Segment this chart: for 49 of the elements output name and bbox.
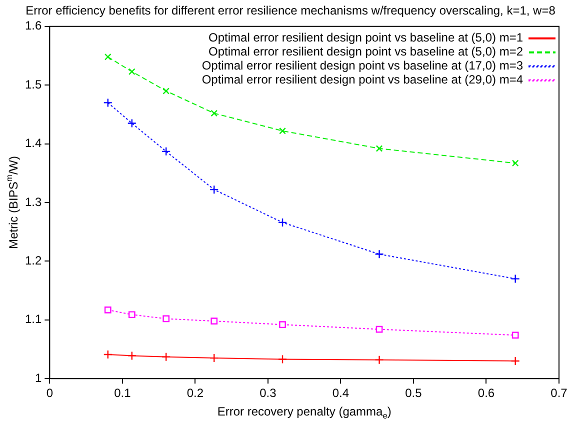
x-tick-label: 0.5 xyxy=(405,386,422,400)
point xyxy=(104,306,112,314)
x-tick-label: 0.4 xyxy=(332,386,350,400)
legend-label: Optimal error resilient design point vs baseline at (5,0) m=1 xyxy=(208,30,524,45)
point xyxy=(279,127,286,134)
y-tick-label: 1.3 xyxy=(24,194,42,209)
point xyxy=(210,110,218,117)
point xyxy=(127,118,136,128)
point xyxy=(104,53,112,60)
point xyxy=(510,356,520,366)
point xyxy=(512,332,519,339)
x-tick-label: 0.1 xyxy=(114,386,132,400)
y-tick-label: 1.4 xyxy=(24,136,42,150)
point xyxy=(210,184,219,194)
point xyxy=(162,88,170,94)
legend-label: Optimal error resilient design point vs baseline at (5,0) m=2 xyxy=(208,44,524,59)
x-tick-label: 0.7 xyxy=(550,386,568,400)
y-tick-label: 1.5 xyxy=(24,77,42,92)
point xyxy=(103,350,112,360)
chart-title: Error efficiency benefits for different error resilience mechanisms w/frequency overscaling, k=1, w=8 xyxy=(26,4,556,18)
point xyxy=(374,355,384,364)
point xyxy=(162,352,171,362)
x-tick-label: 0.6 xyxy=(478,386,495,400)
point xyxy=(162,315,170,322)
point xyxy=(374,250,384,259)
point xyxy=(210,353,219,363)
legend-label: Optimal error resilient design point vs baseline at (29,0) m=4 xyxy=(202,72,524,87)
point xyxy=(128,311,136,318)
point xyxy=(128,68,136,76)
x-tick-label: 0 xyxy=(46,386,54,400)
legend-label: Optimal error resilient design point vs baseline at (17,0) m=3 xyxy=(202,58,524,73)
x-tick-label: 0.3 xyxy=(260,386,277,400)
point xyxy=(127,351,136,360)
y-axis-title: Metric (BIPSm/W) xyxy=(4,156,20,249)
y-tick-label: 1.6 xyxy=(24,18,42,33)
y-tick-label: 1 xyxy=(34,370,42,385)
point xyxy=(376,326,383,333)
point xyxy=(278,218,288,228)
point xyxy=(279,321,286,328)
point xyxy=(210,318,218,324)
x-tick-label: 0.2 xyxy=(186,386,204,400)
point xyxy=(278,354,288,364)
point xyxy=(162,146,171,156)
point xyxy=(510,274,520,284)
point xyxy=(376,145,383,152)
point xyxy=(512,160,519,167)
y-tick-label: 1.2 xyxy=(24,254,42,268)
point xyxy=(103,98,112,108)
y-tick-label: 1.1 xyxy=(24,312,42,326)
